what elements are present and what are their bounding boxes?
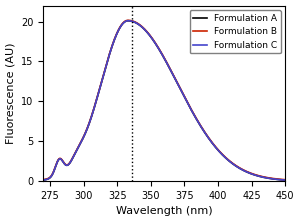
Formulation B (284, 178, 287, 181)
Y-axis label: Fluorescence (AU): Fluorescence (AU) (6, 43, 16, 144)
Formulation A (284, 179, 287, 181)
Line: Formulation C: Formulation C (43, 21, 285, 180)
Formulation B (41, 178, 45, 181)
Formulation C (41, 179, 45, 181)
Formulation A (232, 163, 236, 166)
Formulation C (232, 163, 236, 166)
Formulation C (126, 19, 130, 22)
Formulation B (232, 163, 236, 166)
X-axis label: Wavelength (nm): Wavelength (nm) (116, 206, 212, 216)
Formulation A (276, 178, 280, 181)
Formulation B (54, 165, 57, 168)
Formulation A (159, 51, 163, 54)
Formulation B (126, 19, 130, 22)
Formulation B (277, 178, 280, 180)
Formulation C (284, 179, 287, 181)
Formulation B (276, 178, 280, 180)
Formulation C (277, 178, 280, 181)
Formulation C (153, 41, 156, 44)
Formulation A (153, 41, 156, 44)
Formulation B (153, 40, 156, 43)
Formulation A (126, 19, 130, 22)
Formulation A (54, 165, 57, 168)
Formulation A (277, 178, 280, 181)
Formulation B (159, 51, 163, 54)
Line: Formulation A: Formulation A (43, 21, 285, 180)
Formulation C (54, 165, 57, 168)
Legend: Formulation A, Formulation B, Formulation C: Formulation A, Formulation B, Formulatio… (190, 10, 281, 53)
Formulation C (276, 178, 280, 181)
Formulation C (159, 51, 163, 54)
Formulation A (41, 179, 45, 181)
Line: Formulation B: Formulation B (43, 20, 285, 180)
